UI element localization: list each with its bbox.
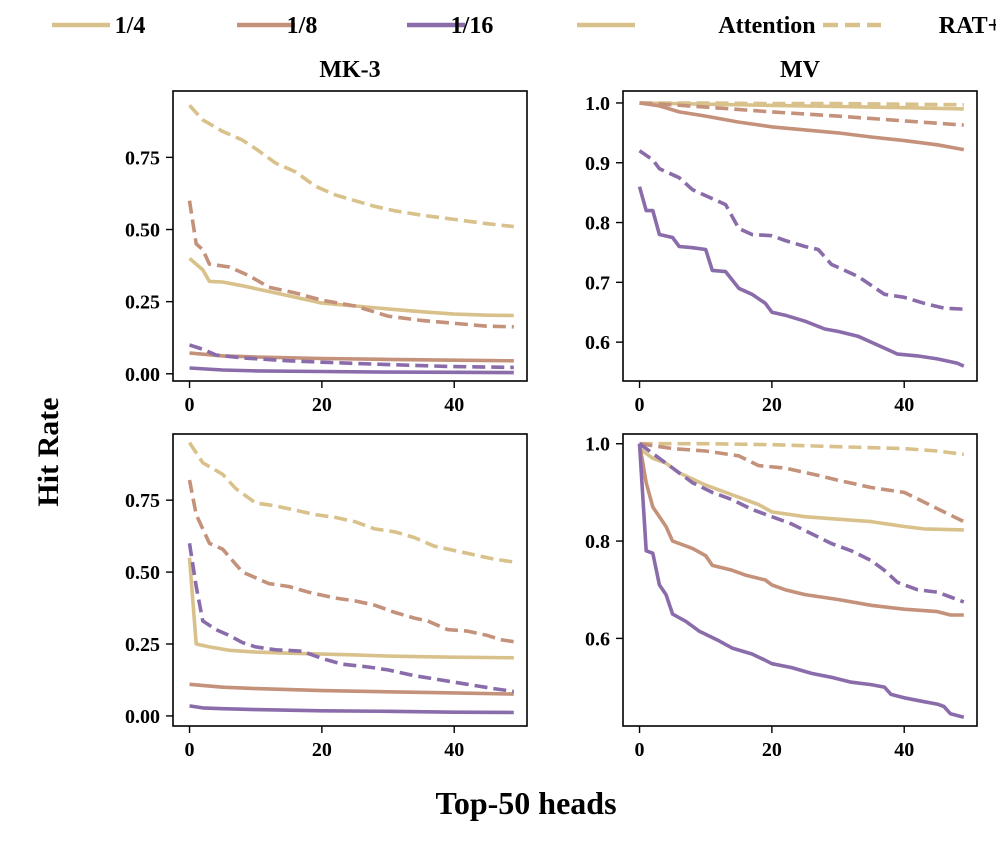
x-tick-label: 40 <box>894 394 914 416</box>
x-tick-label: 40 <box>894 739 914 761</box>
plot-frame <box>622 433 978 727</box>
series-line-1-16-rat <box>638 149 964 311</box>
x-tick-label: 20 <box>312 739 332 761</box>
y-tick-label: 0.75 <box>125 490 160 512</box>
series-line-1-16-rat <box>188 343 514 370</box>
y-tick-label: 0.8 <box>585 213 610 235</box>
series-line-1-8-attention <box>189 351 514 363</box>
y-tick-label: 1.0 <box>585 434 610 456</box>
series-group <box>187 104 514 375</box>
y-tick-label: 0.25 <box>125 634 160 656</box>
series-line-1-4-rat <box>188 104 514 229</box>
y-tick-label: 0.25 <box>125 292 160 314</box>
x-tick-label: 40 <box>444 394 464 416</box>
panel-3: 0 20 40 0.00 0.25 0.50 0.75 <box>125 433 528 761</box>
series-line-1-4-rat <box>639 441 965 457</box>
series-line-1-16-attention <box>637 443 965 719</box>
series-line-1-8-rat <box>187 479 515 644</box>
y-tick-label: 0.00 <box>125 706 160 728</box>
series-line-1-4-attention <box>188 257 514 318</box>
series-line-1-4-attention <box>638 447 964 532</box>
x-tick-label: 0 <box>635 394 645 416</box>
series-group <box>637 441 965 719</box>
y-tick-label: 0.6 <box>585 628 610 650</box>
series-line-1-16-attention <box>189 366 514 375</box>
y-tick-label: 0.50 <box>125 562 160 584</box>
panel-title: MV <box>780 57 821 83</box>
series-line-1-16-attention <box>189 704 514 715</box>
y-tick-label: 0.8 <box>585 531 610 553</box>
legend-label-attention: Attention <box>718 13 815 39</box>
shared-x-axis-label: Top-50 heads <box>435 785 616 821</box>
legend-label-1-8: 1/8 <box>287 13 318 39</box>
series-group <box>187 441 515 715</box>
y-tick-label: 0.7 <box>585 272 610 294</box>
plot-frame <box>172 433 528 727</box>
x-tick-label: 20 <box>762 739 782 761</box>
panel-title: MK-3 <box>319 57 380 83</box>
series-line-1-4-rat <box>187 441 515 564</box>
series-line-1-4-attention <box>639 101 964 111</box>
series-line-1-16-attention <box>637 186 965 368</box>
series-line-1-8-rat <box>187 200 514 329</box>
series-line-1-4-attention <box>187 557 514 660</box>
series-group <box>637 101 965 368</box>
x-tick-label: 20 <box>312 394 332 416</box>
y-tick-label: 0.50 <box>125 220 160 242</box>
panel-1: 0 20 40 0.00 0.25 0.50 0.75 MK-3 <box>125 57 528 416</box>
y-tick-label: 1.0 <box>585 93 610 115</box>
panel-2: 0 20 40 0.6 0.7 0.8 0.9 1.0 MV <box>585 57 978 416</box>
x-tick-label: 40 <box>444 739 464 761</box>
x-tick-label: 0 <box>635 739 645 761</box>
series-line-1-8-rat <box>639 441 965 524</box>
y-tick-label: 0.6 <box>585 332 610 354</box>
legend-label-1-16: 1/16 <box>451 13 494 39</box>
panel-4: 0 20 40 0.6 0.8 1.0 <box>585 433 978 761</box>
legend: 1/4 1/8 1/16 Attention RAT+ <box>52 13 996 39</box>
series-line-1-8-attention <box>189 682 514 696</box>
plot-frame <box>622 90 978 382</box>
series-line-1-16-rat <box>187 543 515 694</box>
y-tick-label: 0.75 <box>125 147 160 169</box>
y-tick-label: 0.00 <box>125 364 160 386</box>
series-line-1-8-attention <box>639 101 965 152</box>
x-tick-label: 0 <box>185 394 195 416</box>
y-tick-label: 0.9 <box>585 153 610 175</box>
legend-label-1-4: 1/4 <box>115 13 146 39</box>
plot-frame <box>172 90 528 382</box>
shared-y-axis-label: Hit Rate <box>32 397 65 506</box>
series-line-1-16-rat <box>638 442 965 604</box>
x-tick-label: 0 <box>185 739 195 761</box>
legend-label-rat: RAT+ <box>939 13 996 39</box>
series-line-1-4-rat <box>639 101 964 107</box>
x-tick-label: 20 <box>762 394 782 416</box>
series-line-1-8-attention <box>637 443 964 617</box>
